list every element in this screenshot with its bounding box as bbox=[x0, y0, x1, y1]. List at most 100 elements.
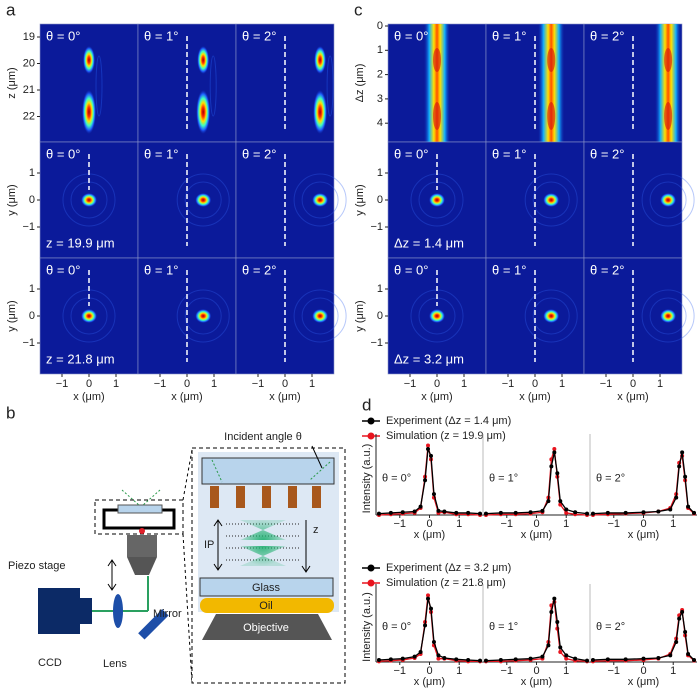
subplot-title: θ = 1° bbox=[489, 621, 518, 633]
data-point bbox=[376, 658, 381, 662]
hot-spot bbox=[547, 102, 556, 130]
data-point bbox=[590, 511, 595, 516]
data-point bbox=[674, 640, 679, 644]
legend-label: Experiment (Δz = 3.2 μm) bbox=[386, 562, 511, 574]
data-point bbox=[605, 510, 610, 515]
axis-label: x (μm) bbox=[269, 391, 300, 403]
axis-label: x (μm) bbox=[628, 676, 659, 688]
side-lobe bbox=[95, 55, 103, 117]
data-point bbox=[454, 510, 459, 515]
data-point bbox=[528, 510, 533, 515]
airy-ring bbox=[176, 289, 230, 343]
axis-label: x (μm) bbox=[521, 529, 552, 541]
axis-label: x (μm) bbox=[171, 391, 202, 403]
data-point bbox=[376, 511, 381, 516]
data-point bbox=[412, 654, 417, 659]
axis-label: x (μm) bbox=[414, 676, 445, 688]
data-point bbox=[540, 654, 545, 659]
label: CCD bbox=[38, 657, 62, 669]
axis-label: Intensity (a.u.) bbox=[361, 592, 373, 662]
x-tick-label: 0 bbox=[426, 665, 432, 677]
zoom-lines bbox=[182, 449, 193, 684]
y-tick-label: 19 bbox=[23, 31, 35, 43]
data-point bbox=[641, 510, 646, 515]
legend-marker bbox=[367, 432, 375, 440]
y-tick-label: −1 bbox=[22, 337, 35, 349]
axis-label: x (μm) bbox=[421, 391, 452, 403]
x-tick-label: 0 bbox=[630, 378, 636, 390]
data-point bbox=[431, 492, 436, 497]
y-tick-label: 0 bbox=[377, 194, 383, 206]
x-tick-label: 1 bbox=[670, 518, 676, 530]
airy-ring bbox=[176, 173, 230, 227]
x-tick-label: 0 bbox=[533, 518, 539, 530]
focal-spot bbox=[429, 309, 445, 323]
hot-spot bbox=[664, 102, 673, 130]
data-point bbox=[683, 630, 688, 634]
pillars bbox=[210, 486, 321, 508]
data-point bbox=[442, 656, 447, 660]
cell-title: θ = 2° bbox=[590, 262, 624, 277]
data-point bbox=[549, 610, 554, 614]
x-tick-label: 0 bbox=[434, 378, 440, 390]
data-point bbox=[552, 446, 557, 451]
piezo-arrow bbox=[107, 559, 117, 591]
series-line bbox=[592, 452, 695, 515]
cell-title: θ = 0° bbox=[394, 146, 428, 161]
data-point bbox=[552, 450, 557, 455]
axis-label: x (μm) bbox=[521, 676, 552, 688]
cell-title: θ = 1° bbox=[144, 28, 178, 43]
x-tick-label: 1 bbox=[113, 378, 119, 390]
x-tick-label: 0 bbox=[533, 665, 539, 677]
data-point bbox=[674, 495, 679, 500]
data-point bbox=[483, 511, 488, 516]
data-point bbox=[692, 510, 697, 515]
data-point bbox=[498, 658, 503, 662]
data-point bbox=[426, 593, 431, 598]
subplot-title: θ = 2° bbox=[596, 472, 625, 484]
airy-ring bbox=[649, 297, 687, 335]
label: Lens bbox=[103, 658, 127, 670]
focal-spot bbox=[543, 309, 560, 323]
glass bbox=[199, 577, 334, 597]
focal-spot bbox=[660, 309, 677, 323]
intensity-lobe bbox=[196, 90, 211, 134]
beam bbox=[211, 459, 331, 483]
focal-spot bbox=[543, 193, 560, 207]
axis-label: y (μm) bbox=[6, 184, 18, 215]
x-tick-label: 1 bbox=[309, 378, 315, 390]
y-tick-label: 3 bbox=[377, 93, 383, 105]
data-point bbox=[418, 650, 423, 654]
subplot-title: θ = 0° bbox=[382, 472, 411, 484]
data-point bbox=[546, 499, 551, 504]
data-point bbox=[428, 453, 433, 458]
hot-spot bbox=[433, 48, 441, 72]
airy-ring bbox=[184, 181, 222, 219]
data-point bbox=[564, 653, 569, 658]
axis-label: x (μm) bbox=[519, 391, 550, 403]
data-point bbox=[478, 511, 483, 516]
data-point bbox=[623, 510, 628, 515]
cell-title: θ = 2° bbox=[590, 28, 624, 43]
coverslip bbox=[201, 457, 335, 485]
airy-ring bbox=[649, 181, 687, 219]
y-tick-label: 21 bbox=[23, 84, 35, 96]
objective bbox=[202, 614, 332, 640]
legend-marker bbox=[367, 579, 375, 587]
intensity-lobe bbox=[83, 46, 95, 74]
data-point bbox=[426, 446, 431, 451]
x-tick-label: 0 bbox=[282, 378, 288, 390]
intensity-lobe bbox=[197, 46, 210, 74]
data-point bbox=[436, 653, 441, 658]
airy-ring bbox=[293, 173, 347, 227]
label: Oil bbox=[259, 600, 272, 612]
data-point bbox=[686, 504, 691, 509]
data-point bbox=[513, 510, 518, 515]
sample bbox=[117, 504, 163, 514]
focal-spot bbox=[660, 193, 677, 207]
data-point bbox=[683, 474, 688, 479]
cell-title: θ = 0° bbox=[46, 146, 80, 161]
data-point bbox=[558, 645, 563, 650]
objective-tip bbox=[127, 557, 157, 575]
